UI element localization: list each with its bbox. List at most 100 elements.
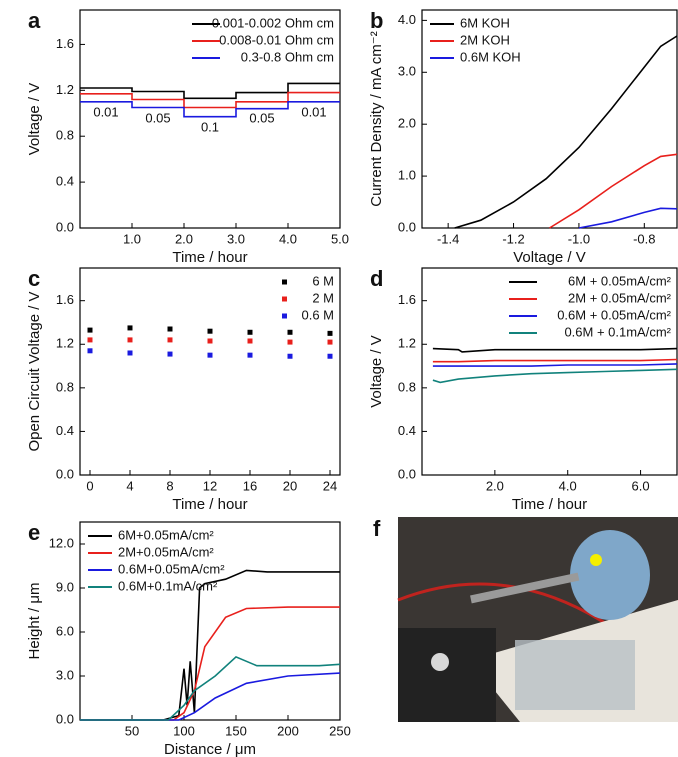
point (287, 339, 293, 345)
series-line (578, 207, 678, 229)
point (207, 338, 213, 344)
y-tick-label: 12.0 (49, 535, 74, 550)
legend-label: 0.6 M (301, 307, 334, 322)
y-tick-label: 4.0 (398, 12, 416, 27)
point (87, 348, 93, 354)
y-tick-label: 0.0 (398, 466, 416, 481)
plot-frame (79, 267, 341, 476)
legend-label: 0.6M+0.05mA/cm² (118, 561, 225, 576)
point (207, 352, 213, 358)
cell (515, 640, 635, 710)
x-tick-label: 24 (323, 478, 337, 493)
x-tick-label: 4.0 (559, 478, 577, 493)
plot-frame (79, 521, 341, 721)
series-line (80, 82, 340, 100)
x-axis-title: Voltage / V (513, 249, 586, 266)
x-tick-label: 8 (166, 478, 173, 493)
panel-label: b (370, 8, 383, 33)
x-tick-label: 100 (173, 723, 195, 738)
x-tick-label: 3.0 (227, 231, 245, 246)
x-axis-title: Time / hour (172, 496, 247, 513)
point (287, 353, 293, 359)
x-tick-label: 16 (243, 478, 257, 493)
point (127, 325, 133, 331)
x-axis-title: Time / hour (512, 496, 587, 513)
series-line (80, 91, 340, 109)
point (87, 327, 93, 333)
point (127, 337, 133, 343)
y-tick-label: 1.6 (56, 36, 74, 51)
y-tick-label: 0.0 (398, 219, 416, 234)
annotation: 0.05 (249, 110, 274, 125)
x-tick-label: -0.8 (633, 231, 655, 246)
y-tick-label: 0.8 (398, 379, 416, 394)
x-axis-title: Distance / μm (164, 741, 256, 757)
x-tick-label: 250 (329, 723, 351, 738)
y-tick-label: 3.0 (398, 64, 416, 79)
legend-swatch (282, 313, 287, 319)
y-tick-label: 2.0 (398, 116, 416, 131)
led-dot (590, 554, 602, 566)
y-tick-label: 6.0 (56, 623, 74, 638)
x-tick-label: 20 (283, 478, 297, 493)
x-tick-label: -1.4 (437, 231, 459, 246)
legend-label: 0.6M + 0.1mA/cm² (564, 324, 671, 339)
panel-label: e (28, 520, 40, 545)
legend-label: 6M KOH (460, 15, 510, 30)
y-tick-label: 0.4 (398, 423, 416, 438)
y-tick-label: 0.0 (56, 711, 74, 726)
x-tick-label: 2.0 (175, 231, 193, 246)
glove (570, 530, 650, 620)
point (167, 351, 173, 357)
point (247, 329, 253, 335)
series-line (432, 363, 678, 367)
series-line (80, 655, 341, 721)
legend-label: 2M KOH (460, 32, 510, 47)
series-line (432, 347, 678, 353)
legend-label: 6 M (312, 273, 334, 288)
wire (397, 582, 678, 648)
photo-panel: f (373, 516, 678, 722)
plot-frame (421, 267, 678, 476)
y-tick-label: 1.2 (56, 336, 74, 351)
point (287, 329, 293, 335)
y-tick-label: 0.4 (56, 423, 74, 438)
legend-label: 0.3-0.8 Ohm cm (241, 49, 334, 64)
legend-label: 0.6M KOH (460, 49, 521, 64)
x-tick-label: 200 (277, 723, 299, 738)
x-axis-title: Time / hour (172, 249, 247, 266)
panel-label: d (370, 266, 383, 291)
legend-swatch (282, 296, 287, 302)
series-line (549, 153, 678, 229)
y-tick-label: 1.2 (398, 336, 416, 351)
y-tick-label: 1.2 (56, 82, 74, 97)
point (127, 350, 133, 356)
clip (470, 572, 580, 604)
panel-label: f (373, 516, 381, 541)
x-tick-label: 50 (125, 723, 139, 738)
legend-label: 0.6M + 0.05mA/cm² (557, 307, 671, 322)
point (327, 339, 333, 345)
plot-frame (79, 9, 341, 229)
point (327, 330, 333, 336)
y-tick-label: 0.0 (56, 466, 74, 481)
point (247, 352, 253, 358)
annotation: 0.01 (301, 105, 326, 120)
led (431, 653, 449, 671)
legend-label: 2 M (312, 290, 334, 305)
series-line (80, 606, 340, 721)
y-axis-title: Voltage / V (26, 83, 43, 156)
legend-label: 0.008-0.01 Ohm cm (219, 32, 334, 47)
point (87, 337, 93, 343)
x-tick-label: 150 (225, 723, 247, 738)
x-tick-label: 2.0 (486, 478, 504, 493)
legend-label: 6M+0.05mA/cm² (118, 527, 214, 542)
point (247, 338, 253, 344)
series-line (80, 101, 340, 118)
annotation: 0.05 (145, 110, 170, 125)
x-tick-label: 0 (86, 478, 93, 493)
y-tick-label: 0.8 (56, 128, 74, 143)
y-tick-label: 1.6 (398, 292, 416, 307)
legend-label: 2M+0.05mA/cm² (118, 544, 214, 559)
